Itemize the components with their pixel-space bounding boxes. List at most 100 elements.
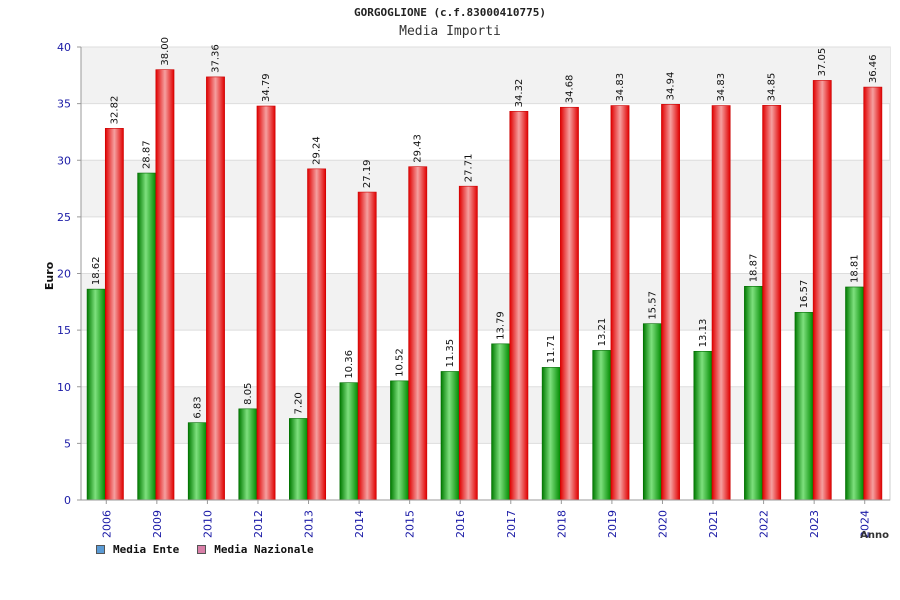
bar-media-ente-2024[interactable] xyxy=(845,286,865,501)
data-label: 13.21 xyxy=(597,318,608,347)
bar-media-ente-2012[interactable] xyxy=(238,408,258,501)
bar-media-nazionale-2015[interactable] xyxy=(408,166,428,501)
data-label: 10.52 xyxy=(395,348,406,377)
bar-media-ente-2019[interactable] xyxy=(592,350,612,501)
x-tick-label: 2010 xyxy=(201,510,214,538)
x-tick-label: 2013 xyxy=(303,510,316,538)
bar-media-ente-2016[interactable] xyxy=(440,371,460,501)
y-tick-label: 35 xyxy=(57,98,71,111)
bar-media-ente-2009[interactable] xyxy=(137,172,157,501)
data-label: 18.62 xyxy=(91,256,102,285)
data-label: 16.57 xyxy=(799,280,810,309)
bar-media-ente-2020[interactable] xyxy=(642,323,662,501)
data-label: 36.46 xyxy=(868,54,879,83)
legend-item-media-ente[interactable]: Media Ente xyxy=(96,543,179,556)
bar-media-ente-2014[interactable] xyxy=(339,382,359,501)
data-label: 13.13 xyxy=(698,319,709,348)
legend: Media Ente Media Nazionale xyxy=(96,543,314,556)
x-tick-label: 2006 xyxy=(100,510,113,538)
bar-media-nazionale-2023[interactable] xyxy=(812,80,832,501)
x-tick-label: 2015 xyxy=(404,510,417,538)
legend-label-media-nazionale: Media Nazionale xyxy=(214,543,314,556)
x-tick-label: 2014 xyxy=(353,510,366,538)
bar-media-ente-2015[interactable] xyxy=(390,380,409,501)
y-tick-label: 15 xyxy=(57,324,71,337)
bar-media-nazionale-2020[interactable] xyxy=(661,104,680,501)
bar-media-nazionale-2014[interactable] xyxy=(357,191,377,501)
x-tick-label: 2022 xyxy=(758,510,771,538)
data-label: 15.57 xyxy=(647,291,658,320)
legend-item-media-nazionale[interactable]: Media Nazionale xyxy=(197,543,314,556)
data-label: 7.20 xyxy=(293,392,304,414)
x-tick-label: 2012 xyxy=(252,510,265,538)
y-tick-label: 30 xyxy=(57,154,71,167)
data-label: 28.87 xyxy=(142,140,153,169)
data-label: 13.79 xyxy=(496,311,507,340)
bar-media-nazionale-2017[interactable] xyxy=(509,111,529,501)
data-label: 6.83 xyxy=(192,396,203,418)
bar-media-nazionale-2016[interactable] xyxy=(458,185,478,501)
bar-media-nazionale-2019[interactable] xyxy=(610,105,630,501)
bar-media-nazionale-2009[interactable] xyxy=(155,69,175,501)
data-label: 34.85 xyxy=(767,73,778,102)
data-label: 11.71 xyxy=(546,335,557,364)
bar-media-nazionale-2018[interactable] xyxy=(560,106,579,501)
legend-swatch-media-ente xyxy=(96,545,105,554)
bar-media-nazionale-2021[interactable] xyxy=(711,105,731,501)
bar-media-ente-2010[interactable] xyxy=(187,422,207,501)
bar-media-ente-2022[interactable] xyxy=(744,285,763,501)
data-label: 34.32 xyxy=(514,79,525,108)
x-tick-label: 2021 xyxy=(707,510,720,538)
chart-title: GORGOGLIONE (c.f.83000410775) xyxy=(353,6,547,19)
data-label: 34.68 xyxy=(564,75,575,104)
data-label: 34.79 xyxy=(261,73,272,102)
bar-media-ente-2018[interactable] xyxy=(541,367,561,501)
y-tick-label: 5 xyxy=(64,437,71,450)
data-label: 27.19 xyxy=(362,159,373,188)
x-tick-label: 2016 xyxy=(454,510,467,538)
bar-media-ente-2021[interactable] xyxy=(693,351,713,501)
data-label: 8.05 xyxy=(243,383,254,405)
data-label: 18.87 xyxy=(748,254,759,283)
bar-media-nazionale-2022[interactable] xyxy=(762,105,782,501)
x-tick-label: 2020 xyxy=(656,510,669,538)
data-label: 34.94 xyxy=(666,72,677,101)
chart-subtitle: Media Importi xyxy=(399,24,501,39)
y-tick-label: 0 xyxy=(64,494,71,507)
data-label: 34.83 xyxy=(615,73,626,102)
bar-media-ente-2013[interactable] xyxy=(289,418,308,501)
x-tick-label: 2018 xyxy=(555,510,568,538)
data-label: 29.24 xyxy=(312,136,323,165)
bar-media-ente-2017[interactable] xyxy=(491,343,511,501)
data-label: 32.82 xyxy=(109,96,120,125)
bar-media-nazionale-2010[interactable] xyxy=(206,76,225,501)
data-label: 29.43 xyxy=(413,134,424,163)
y-axis-label: Euro xyxy=(43,261,56,290)
data-label: 10.36 xyxy=(344,350,355,379)
x-axis-label: Anno xyxy=(860,530,889,541)
legend-label-media-ente: Media Ente xyxy=(113,543,180,556)
data-label: 27.71 xyxy=(463,154,474,183)
bar-media-nazionale-2006[interactable] xyxy=(104,128,124,501)
x-tick-label: 2024 xyxy=(859,510,872,538)
data-label: 37.05 xyxy=(817,48,828,77)
x-tick-label: 2023 xyxy=(808,510,821,538)
data-label: 37.36 xyxy=(210,44,221,73)
x-tick-label: 2017 xyxy=(505,510,518,538)
data-label: 38.00 xyxy=(160,37,171,66)
bar-media-nazionale-2024[interactable] xyxy=(863,86,883,501)
y-tick-label: 10 xyxy=(57,381,71,394)
data-label: 18.81 xyxy=(850,254,861,283)
legend-swatch-media-nazionale xyxy=(197,545,207,554)
data-label: 11.35 xyxy=(445,339,456,368)
y-tick-label: 25 xyxy=(57,211,71,224)
bar-media-ente-2023[interactable] xyxy=(794,312,814,501)
bar-media-nazionale-2013[interactable] xyxy=(307,168,327,501)
bar-media-ente-2006[interactable] xyxy=(86,288,106,501)
y-tick-label: 20 xyxy=(57,268,71,281)
x-tick-label: 2009 xyxy=(151,510,164,538)
bar-media-nazionale-2012[interactable] xyxy=(256,105,276,501)
y-tick-label: 40 xyxy=(57,41,71,54)
